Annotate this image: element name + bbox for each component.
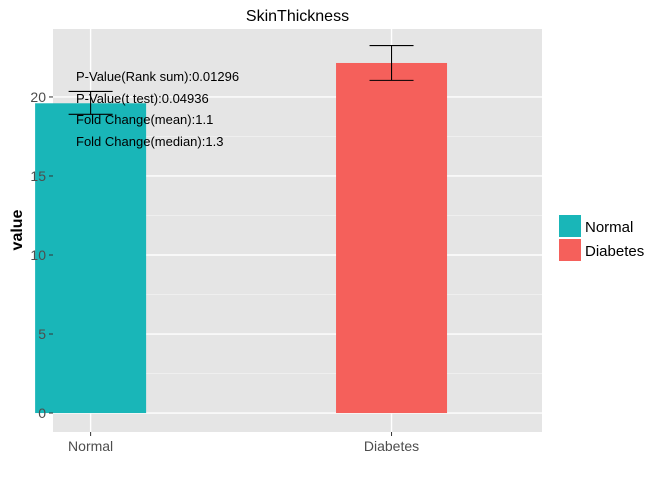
- bar-normal: [35, 103, 147, 414]
- y-tick-label: 10: [30, 247, 46, 263]
- y-tick-label: 20: [30, 89, 46, 105]
- legend: Normal Diabetes: [559, 215, 644, 261]
- error-bars: [68, 45, 414, 115]
- annotation-fold-change-mean: Fold Change(mean):1.1: [76, 112, 213, 127]
- chart-title: SkinThickness: [246, 8, 349, 25]
- legend-key-diabetes: [559, 239, 581, 261]
- y-tick-label: 0: [38, 405, 46, 421]
- legend-label-diabetes: Diabetes: [585, 243, 644, 260]
- statistics-annotations: P-Value(Rank sum):0.01296 P-Value(t test…: [76, 69, 239, 149]
- y-tick-label: 15: [30, 168, 46, 184]
- bars: [35, 62, 448, 414]
- x-tick-label: Diabetes: [364, 438, 419, 454]
- y-axis-label: value: [9, 209, 26, 250]
- annotation-rank-sum: P-Value(Rank sum):0.01296: [76, 69, 239, 84]
- x-tick-label: Normal: [68, 438, 113, 454]
- legend-key-normal: [559, 215, 581, 237]
- annotation-fold-change-median: Fold Change(median):1.3: [76, 134, 223, 149]
- legend-label-normal: Normal: [585, 219, 633, 236]
- annotation-t-test: P-Value(t test):0.04936: [76, 91, 209, 106]
- x-axis: Normal Diabetes: [68, 432, 419, 454]
- bar-diabetes: [336, 62, 448, 414]
- y-axis: 0 5 10 15 20: [30, 89, 53, 421]
- y-tick-label: 5: [38, 326, 46, 342]
